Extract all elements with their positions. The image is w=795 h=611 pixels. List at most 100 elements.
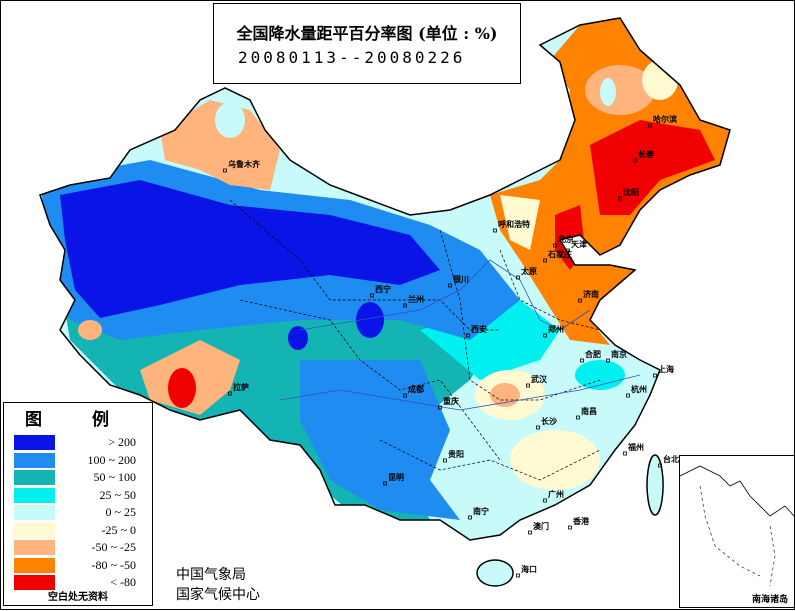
city-marker	[648, 123, 652, 128]
city-marker	[623, 451, 627, 456]
legend-swatch	[14, 435, 55, 450]
city-label: 杭州	[631, 384, 647, 394]
legend-item: 25 ~ 50	[14, 487, 146, 504]
city-label: 台北	[663, 454, 679, 464]
city-label: 石家庄	[547, 249, 572, 259]
legend-label: -25 ~ 0	[101, 522, 137, 537]
city-label: 合肥	[584, 349, 601, 359]
city-label: 郑州	[548, 324, 564, 334]
legend-label: -80 ~ -50	[91, 557, 136, 572]
city-label: 哈尔滨	[653, 114, 677, 124]
city-marker	[516, 573, 520, 578]
city-label: 成都	[408, 384, 424, 394]
legend-swatch	[14, 470, 55, 485]
city-marker	[580, 358, 584, 363]
organization: 中国气象局 国家气候中心	[176, 565, 260, 605]
city-marker	[403, 303, 407, 308]
inset-label: 南海诸岛	[751, 595, 788, 605]
city-label: 天津	[571, 239, 587, 249]
city-marker	[370, 293, 374, 298]
legend-label: -50 ~ -25	[91, 540, 136, 554]
city-label: 西宁	[375, 284, 391, 294]
city-label: 福州	[627, 442, 644, 452]
city-marker	[448, 283, 452, 288]
legend-swatch	[14, 557, 55, 573]
city-marker	[516, 275, 520, 280]
city-marker	[526, 383, 530, 388]
city-marker	[626, 393, 630, 398]
city-label: 北京	[558, 234, 574, 244]
city-label: 沈阳	[623, 187, 639, 197]
legend-item: > 200	[14, 435, 146, 451]
city-label: 香港	[572, 516, 590, 526]
legend-item: -25 ~ 0	[14, 522, 146, 539]
south-china-sea-inset: 南海诸岛	[679, 455, 795, 608]
legend-title: 图 例	[25, 410, 131, 430]
city-marker	[443, 458, 447, 463]
city-label: 澳门	[533, 521, 549, 531]
city-label: 长春	[638, 149, 654, 159]
city-label: 南宁	[473, 506, 489, 516]
city-marker	[536, 425, 540, 430]
city-marker	[468, 515, 472, 520]
city-marker	[403, 393, 407, 398]
legend-item: -80 ~ -50	[14, 557, 146, 574]
city-label: 昆明	[388, 472, 404, 482]
city-marker	[578, 298, 582, 303]
org-cma: 中国气象局	[176, 567, 246, 583]
legend-swatch	[14, 575, 55, 590]
legend: 图 例 > 200 100 ~ 200 50 ~ 100 25 ~ 50 0 ~ 25 -…	[3, 402, 153, 606]
legend-swatch	[14, 522, 55, 538]
city-label: 兰州	[408, 294, 424, 304]
legend-label: < -80	[110, 575, 136, 589]
legend-label: 25 ~ 50	[99, 487, 137, 502]
legend-label: 0 ~ 25	[105, 505, 137, 519]
city-marker	[223, 168, 227, 173]
city-label: 银川	[452, 274, 469, 284]
legend-note: 空白处无资料	[48, 592, 108, 603]
legend-item: -50 ~ -25	[14, 540, 146, 556]
legend-item: 100 ~ 200	[14, 452, 146, 469]
date-range: 20080113--20080226	[238, 48, 466, 67]
city-label: 广州	[548, 489, 564, 499]
legend-item: < -80	[14, 575, 146, 591]
city-label: 长沙	[541, 416, 557, 426]
legend-item: 50 ~ 100	[14, 470, 146, 486]
city-marker	[543, 333, 547, 338]
legend-swatch	[14, 487, 55, 503]
city-label: 呼和浩特	[498, 219, 530, 229]
city-marker	[566, 248, 570, 253]
province-boundaries	[229, 199, 601, 481]
city-marker	[438, 405, 442, 410]
city-label: 济南	[583, 289, 599, 299]
city-marker	[493, 228, 497, 233]
city-marker	[618, 196, 622, 201]
city-marker	[658, 463, 662, 468]
legend-label: 50 ~ 100	[93, 470, 137, 484]
legend-swatch	[14, 505, 55, 520]
map-title: 全国降水量距平百分率图 (单位 : %)	[236, 24, 498, 43]
city-marker	[228, 391, 232, 396]
legend-label: 100 ~ 200	[87, 452, 137, 467]
city-marker	[568, 525, 572, 530]
legend-swatch	[14, 452, 55, 468]
city-marker	[383, 481, 387, 486]
city-marker	[528, 530, 532, 535]
city-marker	[466, 333, 470, 338]
city-marker	[653, 373, 657, 378]
city-marker	[543, 498, 547, 503]
city-label: 贵阳	[448, 449, 464, 459]
city-label: 重庆	[443, 396, 459, 406]
title-box: 全国降水量距平百分率图 (单位 : %) 20080113--20080226	[213, 3, 521, 84]
city-label: 西安	[471, 324, 487, 334]
city-label: 武汉	[531, 374, 548, 384]
legend-swatch	[14, 540, 55, 555]
city-label: 上海	[658, 364, 674, 374]
city-marker	[543, 258, 547, 263]
city-marker	[633, 158, 637, 163]
legend-label: > 200	[108, 435, 136, 449]
city-marker	[606, 358, 610, 363]
city-label: 南昌	[581, 406, 597, 416]
